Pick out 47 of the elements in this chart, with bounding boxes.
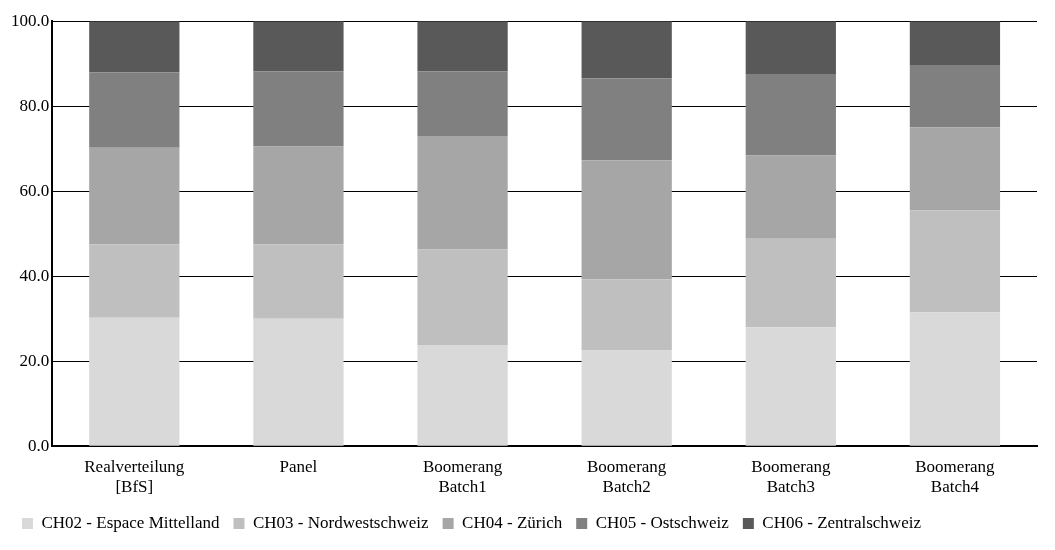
bar xyxy=(745,21,836,74)
y-tick-label: 100.0 xyxy=(11,10,50,30)
x-tick-label: Boomerang Batch3 xyxy=(751,456,831,497)
bar xyxy=(581,21,672,79)
bar xyxy=(417,135,508,250)
bar xyxy=(909,312,1001,446)
bar xyxy=(745,238,836,328)
bar xyxy=(89,244,180,318)
bar xyxy=(909,210,1001,313)
bar xyxy=(253,318,344,446)
bar xyxy=(89,147,180,245)
bar xyxy=(417,249,508,346)
legend-label: CH02 - Espace Mittelland xyxy=(41,512,220,532)
bar xyxy=(89,21,180,73)
bar xyxy=(745,73,836,156)
bar xyxy=(581,279,672,351)
y-tick-label: 80.0 xyxy=(19,95,50,115)
bar xyxy=(581,350,672,446)
x-tick-label: Boomerang Batch2 xyxy=(587,456,667,497)
bar xyxy=(581,160,672,280)
y-tick-label: 20.0 xyxy=(19,350,50,370)
bar xyxy=(417,71,508,136)
x-tick-label: Realverteilung [BfS] xyxy=(84,456,185,497)
x-tick-label: Panel xyxy=(279,456,318,476)
bar xyxy=(909,21,1001,66)
bar xyxy=(253,21,344,72)
bar xyxy=(909,65,1001,128)
x-tick-label: Boomerang Batch1 xyxy=(422,456,503,497)
legend-label: CH03 - Nordwestschweiz xyxy=(252,512,430,532)
bar xyxy=(89,72,180,148)
legend-label: CH05 - Ostschweiz xyxy=(595,512,730,532)
bar xyxy=(253,71,344,147)
legend-label: CH06 - Zentralschweiz xyxy=(762,512,922,532)
x-tick-label: Boomerang Batch4 xyxy=(915,456,996,497)
bar xyxy=(417,345,508,446)
bar xyxy=(909,127,1001,211)
bar xyxy=(581,78,672,161)
bar xyxy=(253,146,344,245)
bar xyxy=(745,327,836,446)
y-tick-label: 0.0 xyxy=(28,435,50,455)
y-tick-label: 40.0 xyxy=(19,265,50,285)
bar xyxy=(253,244,344,319)
bar xyxy=(745,155,836,239)
bar xyxy=(89,317,180,446)
legend-label: CH04 - Zürich xyxy=(462,512,563,532)
y-tick-label: 60.0 xyxy=(19,180,50,200)
bar xyxy=(417,21,508,72)
